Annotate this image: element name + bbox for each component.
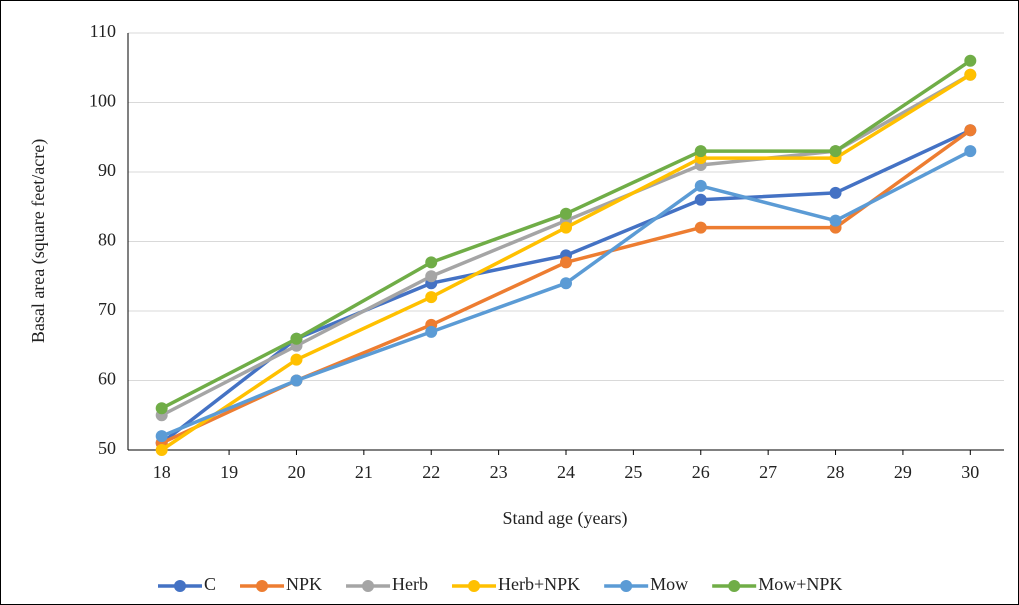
y-tick-label: 110 bbox=[90, 21, 116, 41]
data-point bbox=[829, 214, 842, 227]
legend-label: Herb+NPK bbox=[498, 574, 580, 594]
data-point bbox=[290, 374, 303, 387]
x-tick-label: 21 bbox=[355, 462, 373, 482]
data-point bbox=[694, 179, 707, 192]
legend-marker bbox=[620, 580, 633, 592]
data-point bbox=[290, 332, 303, 345]
legend-marker bbox=[728, 580, 741, 592]
legend-label: NPK bbox=[286, 574, 322, 594]
legend-marker bbox=[362, 580, 375, 592]
data-point bbox=[829, 145, 842, 158]
y-tick-label: 100 bbox=[89, 91, 116, 111]
x-tick-label: 26 bbox=[692, 462, 710, 482]
data-point bbox=[964, 54, 977, 67]
data-point bbox=[155, 444, 168, 456]
legend-label: Herb bbox=[392, 574, 428, 594]
data-point bbox=[425, 291, 438, 304]
y-tick-label: 50 bbox=[98, 438, 116, 458]
data-point bbox=[829, 186, 842, 199]
x-tick-label: 29 bbox=[894, 462, 912, 482]
data-point bbox=[560, 256, 572, 269]
data-point bbox=[290, 353, 303, 366]
data-point bbox=[560, 221, 572, 234]
data-point bbox=[694, 193, 707, 206]
x-tick-label: 18 bbox=[153, 462, 171, 482]
y-tick-label: 80 bbox=[98, 230, 116, 250]
legend-marker bbox=[468, 580, 481, 592]
x-tick-label: 30 bbox=[961, 462, 979, 482]
x-tick-label: 22 bbox=[422, 462, 440, 482]
x-tick-label: 23 bbox=[490, 462, 508, 482]
legend-label: C bbox=[204, 574, 216, 594]
y-tick-label: 70 bbox=[98, 299, 116, 319]
x-tick-label: 24 bbox=[557, 462, 575, 482]
x-tick-label: 19 bbox=[220, 462, 238, 482]
x-tick-label: 27 bbox=[759, 462, 777, 482]
data-point bbox=[964, 124, 977, 137]
data-point bbox=[155, 402, 168, 415]
x-tick-label: 25 bbox=[624, 462, 642, 482]
data-point bbox=[964, 145, 977, 158]
y-tick-label: 60 bbox=[98, 369, 116, 389]
data-point bbox=[560, 277, 572, 290]
x-axis-label: Stand age (years) bbox=[503, 508, 628, 529]
y-tick-label: 90 bbox=[98, 160, 116, 180]
data-point bbox=[425, 270, 438, 283]
y-axis-label: Basal area (square feet/acre) bbox=[28, 139, 49, 343]
data-point bbox=[694, 145, 707, 158]
data-point bbox=[425, 256, 438, 269]
legend-label: Mow+NPK bbox=[758, 574, 842, 594]
legend-label: Mow bbox=[650, 574, 688, 594]
data-point bbox=[694, 221, 707, 234]
x-tick-label: 20 bbox=[287, 462, 305, 482]
data-point bbox=[560, 207, 572, 220]
data-point bbox=[964, 68, 977, 81]
data-point bbox=[425, 325, 438, 338]
data-point bbox=[155, 430, 168, 443]
legend-marker bbox=[256, 580, 269, 592]
x-tick-label: 28 bbox=[827, 462, 845, 482]
legend-marker bbox=[174, 580, 186, 592]
